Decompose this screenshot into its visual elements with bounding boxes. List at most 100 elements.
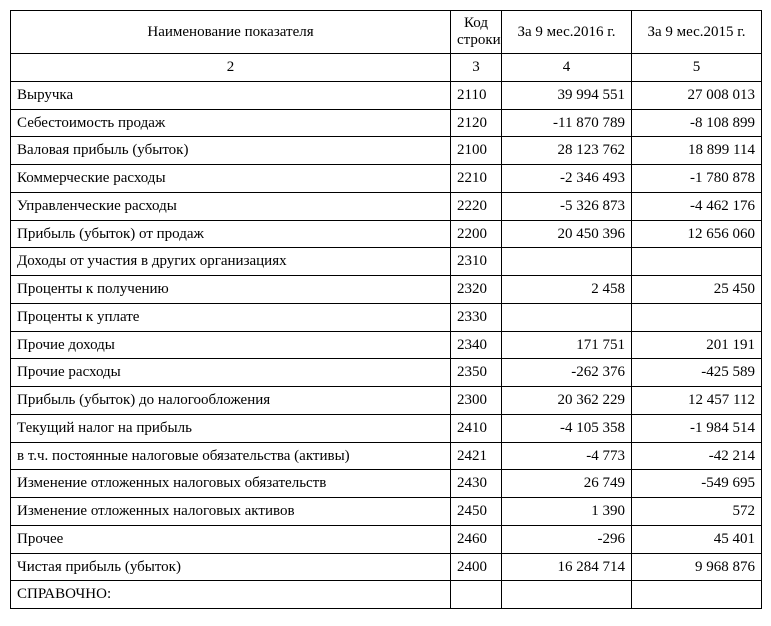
- cell-value-prior: -425 589: [632, 359, 762, 387]
- cell-indicator: в т.ч. постоянные налоговые обязательств…: [11, 442, 451, 470]
- cell-value-prior: 12 656 060: [632, 220, 762, 248]
- cell-value-prior: -1 984 514: [632, 414, 762, 442]
- table-row: СПРАВОЧНО:: [11, 581, 762, 609]
- cell-code: [451, 581, 502, 609]
- table-row: Валовая прибыль (убыток)210028 123 76218…: [11, 137, 762, 165]
- cell-value-current: -2 346 493: [502, 165, 632, 193]
- cell-code: 2330: [451, 303, 502, 331]
- colnum-3: 3: [451, 54, 502, 82]
- cell-value-prior: [632, 248, 762, 276]
- cell-indicator: Прибыль (убыток) от продаж: [11, 220, 451, 248]
- cell-code: 2340: [451, 331, 502, 359]
- cell-code: 2421: [451, 442, 502, 470]
- table-row: Проценты к получению23202 45825 450: [11, 276, 762, 304]
- cell-value-prior: -42 214: [632, 442, 762, 470]
- cell-indicator: Выручка: [11, 81, 451, 109]
- cell-value-current: 39 994 551: [502, 81, 632, 109]
- header-period-prior: За 9 мес.2015 г.: [632, 11, 762, 54]
- cell-code: 2410: [451, 414, 502, 442]
- cell-code: 2460: [451, 525, 502, 553]
- table-row: Чистая прибыль (убыток)240016 284 7149 9…: [11, 553, 762, 581]
- column-number-row: 2 3 4 5: [11, 54, 762, 82]
- cell-value-current: [502, 581, 632, 609]
- table-header: Наименование показателя Код строки За 9 …: [11, 11, 762, 54]
- cell-code: 2100: [451, 137, 502, 165]
- table-row: Текущий налог на прибыль2410-4 105 358-1…: [11, 414, 762, 442]
- cell-value-prior: -8 108 899: [632, 109, 762, 137]
- cell-value-current: -11 870 789: [502, 109, 632, 137]
- cell-value-prior: -549 695: [632, 470, 762, 498]
- cell-value-current: [502, 303, 632, 331]
- table-row: Проценты к уплате2330: [11, 303, 762, 331]
- cell-value-prior: 572: [632, 498, 762, 526]
- cell-indicator: Доходы от участия в других организациях: [11, 248, 451, 276]
- cell-code: 2320: [451, 276, 502, 304]
- cell-value-current: -262 376: [502, 359, 632, 387]
- table-row: Выручка211039 994 55127 008 013: [11, 81, 762, 109]
- cell-value-prior: 25 450: [632, 276, 762, 304]
- cell-indicator: Проценты к получению: [11, 276, 451, 304]
- colnum-2: 2: [11, 54, 451, 82]
- cell-value-current: -4 105 358: [502, 414, 632, 442]
- cell-value-current: -5 326 873: [502, 192, 632, 220]
- cell-value-prior: 201 191: [632, 331, 762, 359]
- header-period-current: За 9 мес.2016 г.: [502, 11, 632, 54]
- cell-indicator: Изменение отложенных налоговых обязатель…: [11, 470, 451, 498]
- cell-value-prior: -1 780 878: [632, 165, 762, 193]
- cell-indicator: Себестоимость продаж: [11, 109, 451, 137]
- table-row: Прочее2460-29645 401: [11, 525, 762, 553]
- cell-code: 2210: [451, 165, 502, 193]
- table-row: Изменение отложенных налоговых обязатель…: [11, 470, 762, 498]
- colnum-5: 5: [632, 54, 762, 82]
- header-name: Наименование показателя: [11, 11, 451, 54]
- cell-code: 2430: [451, 470, 502, 498]
- cell-value-current: 16 284 714: [502, 553, 632, 581]
- table-row: Изменение отложенных налоговых активов24…: [11, 498, 762, 526]
- cell-value-prior: 27 008 013: [632, 81, 762, 109]
- table-row: Доходы от участия в других организациях2…: [11, 248, 762, 276]
- table-row: в т.ч. постоянные налоговые обязательств…: [11, 442, 762, 470]
- cell-value-current: -4 773: [502, 442, 632, 470]
- cell-value-current: [502, 248, 632, 276]
- cell-value-current: 28 123 762: [502, 137, 632, 165]
- financial-table: Наименование показателя Код строки За 9 …: [10, 10, 762, 609]
- cell-value-prior: -4 462 176: [632, 192, 762, 220]
- cell-code: 2110: [451, 81, 502, 109]
- table-row: Управленческие расходы2220-5 326 873-4 4…: [11, 192, 762, 220]
- colnum-4: 4: [502, 54, 632, 82]
- cell-value-prior: 12 457 112: [632, 387, 762, 415]
- cell-code: 2300: [451, 387, 502, 415]
- cell-indicator: Прибыль (убыток) до налогообложения: [11, 387, 451, 415]
- cell-indicator: СПРАВОЧНО:: [11, 581, 451, 609]
- cell-value-current: 2 458: [502, 276, 632, 304]
- table-row: Прибыль (убыток) до налогообложения23002…: [11, 387, 762, 415]
- cell-code: 2350: [451, 359, 502, 387]
- cell-code: 2450: [451, 498, 502, 526]
- cell-indicator: Коммерческие расходы: [11, 165, 451, 193]
- cell-indicator: Валовая прибыль (убыток): [11, 137, 451, 165]
- cell-indicator: Прочее: [11, 525, 451, 553]
- cell-code: 2120: [451, 109, 502, 137]
- table-row: Прибыль (убыток) от продаж220020 450 396…: [11, 220, 762, 248]
- cell-indicator: Прочие расходы: [11, 359, 451, 387]
- cell-value-current: -296: [502, 525, 632, 553]
- table-row: Коммерческие расходы2210-2 346 493-1 780…: [11, 165, 762, 193]
- cell-indicator: Прочие доходы: [11, 331, 451, 359]
- cell-value-current: 26 749: [502, 470, 632, 498]
- cell-indicator: Проценты к уплате: [11, 303, 451, 331]
- cell-value-prior: [632, 303, 762, 331]
- cell-indicator: Текущий налог на прибыль: [11, 414, 451, 442]
- header-code: Код строки: [451, 11, 502, 54]
- cell-value-prior: 18 899 114: [632, 137, 762, 165]
- cell-value-prior: 9 968 876: [632, 553, 762, 581]
- cell-code: 2400: [451, 553, 502, 581]
- cell-value-current: 20 450 396: [502, 220, 632, 248]
- cell-value-current: 20 362 229: [502, 387, 632, 415]
- cell-code: 2310: [451, 248, 502, 276]
- table-row: Себестоимость продаж2120-11 870 789-8 10…: [11, 109, 762, 137]
- cell-code: 2220: [451, 192, 502, 220]
- cell-code: 2200: [451, 220, 502, 248]
- table-body: 2 3 4 5 Выручка211039 994 55127 008 013С…: [11, 54, 762, 609]
- cell-value-current: 171 751: [502, 331, 632, 359]
- table-row: Прочие доходы2340171 751201 191: [11, 331, 762, 359]
